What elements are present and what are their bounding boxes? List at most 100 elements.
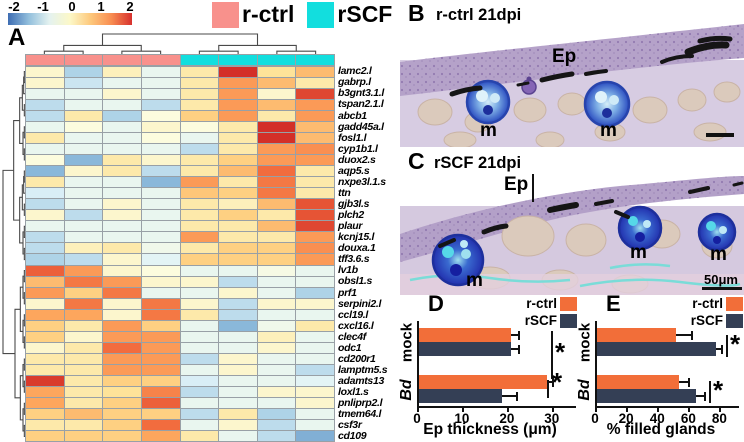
heatmap-cell [64, 364, 103, 375]
heatmap-cell [141, 342, 180, 353]
heatmap-cell [64, 342, 103, 353]
heatmap-cell [103, 331, 141, 342]
x-tick [506, 408, 509, 412]
melanin-streaks [438, 181, 744, 248]
heatmap-cell [219, 331, 257, 342]
heatmap-cell [141, 276, 180, 287]
heatmap-cell [26, 166, 64, 177]
significance-star: * [730, 329, 741, 359]
heatmap-cell [257, 78, 296, 89]
heatmap-cell [103, 166, 141, 177]
gene-label: plch2 [338, 209, 364, 222]
heatmap-cell [26, 375, 64, 386]
x-tick [461, 408, 464, 412]
panel-e-x-axis-label: % filled glands [606, 421, 716, 438]
heatmap-cell [180, 386, 219, 397]
heatmap-cell [103, 100, 141, 111]
heatmap-cell [64, 408, 103, 419]
heatmap-cell [103, 397, 141, 408]
heatmap-cell [64, 177, 103, 188]
heatmap-cell [296, 364, 334, 375]
heatmap-cell [257, 254, 296, 265]
heatmap-cell [141, 144, 180, 155]
heatmap-cell [26, 89, 64, 100]
heatmap-cell [26, 155, 64, 166]
gene-label: odc1 [338, 341, 362, 354]
x-axis-line [595, 406, 739, 408]
heatmap-cell [141, 298, 180, 309]
heatmap-cell [141, 287, 180, 298]
heatmap-cell [141, 375, 180, 386]
heatmap-cell [257, 375, 296, 386]
gene-label: tff3.6.s [338, 253, 370, 266]
heatmap-cell [26, 309, 64, 320]
significance-line [726, 335, 728, 357]
heatmap-cell [103, 364, 141, 375]
heatmap-cell [180, 265, 219, 276]
x-tick [551, 408, 554, 412]
heatmap-cell [26, 177, 64, 188]
heatmap-cell [180, 254, 219, 265]
gene-label: csf3r [338, 419, 362, 432]
heatmap-cell [64, 133, 103, 144]
heatmap-cell [219, 397, 257, 408]
error-bar [716, 348, 721, 350]
heatmap-cell [64, 155, 103, 166]
epidermis-label: Ep [552, 46, 576, 67]
heatmap-cell [257, 331, 296, 342]
column-group-cell [26, 55, 64, 65]
heatmap-cell [103, 210, 141, 221]
heatmap-cell [180, 89, 219, 100]
heatmap-cell [219, 100, 257, 111]
heatmap-cell [257, 67, 296, 78]
heatmap-cell [64, 210, 103, 221]
x-tick [626, 408, 629, 412]
panel-d-legend: r-ctrl rSCF [525, 296, 577, 328]
heatmap-cell [257, 166, 296, 177]
x-tick-label: 60 [680, 411, 696, 426]
x-tick [657, 408, 660, 412]
heatmap-cell [180, 155, 219, 166]
heatmap-cell [257, 298, 296, 309]
heatmap-cell [296, 210, 334, 221]
heatmap-cell [219, 199, 257, 210]
heatmap-cell [141, 111, 180, 122]
heatmap-cell [141, 100, 180, 111]
heatmap-cell [26, 67, 64, 78]
legend-rscf-label: rSCF [690, 313, 723, 328]
heatmap-cell [296, 342, 334, 353]
heatmap-cell [296, 111, 334, 122]
mucous-gland [583, 80, 631, 128]
heatmap-cell [64, 188, 103, 199]
error-bar-cap [518, 344, 521, 354]
heatmap-cell [180, 309, 219, 320]
legend-rscf-swatch [726, 313, 743, 328]
bar-r-ctrl-Bd [597, 375, 679, 389]
heatmap-cell [257, 342, 296, 353]
heatmap-cell [141, 177, 180, 188]
heatmap-cell [26, 199, 64, 210]
heatmap-cell [257, 287, 296, 298]
gene-label: ttn [338, 186, 351, 199]
gene-label: aqp5.s [338, 164, 370, 177]
heatmap-cell [257, 386, 296, 397]
error-bar-cap [691, 330, 694, 340]
heatmap-cell [296, 353, 334, 364]
gene-label: b3gnt3.1.l [338, 87, 385, 100]
heatmap-cell [296, 408, 334, 419]
error-bar [502, 395, 516, 397]
heatmap-cell [64, 111, 103, 122]
gene-label: tspan2.1.l [338, 98, 384, 111]
x-tick-label: 0 [591, 411, 599, 426]
heatmap-cell [141, 386, 180, 397]
column-group-cell [219, 55, 257, 65]
heatmap-cell [26, 430, 64, 441]
heatmap-cell [103, 122, 141, 133]
gene-label: clec4f [338, 330, 366, 343]
heatmap-cell [103, 276, 141, 287]
heatmap-cell [103, 287, 141, 298]
heatmap-cell [26, 397, 64, 408]
heatmap-cell [180, 199, 219, 210]
bar-rSCF-Bd [419, 389, 503, 403]
heatmap-cell [64, 67, 103, 78]
